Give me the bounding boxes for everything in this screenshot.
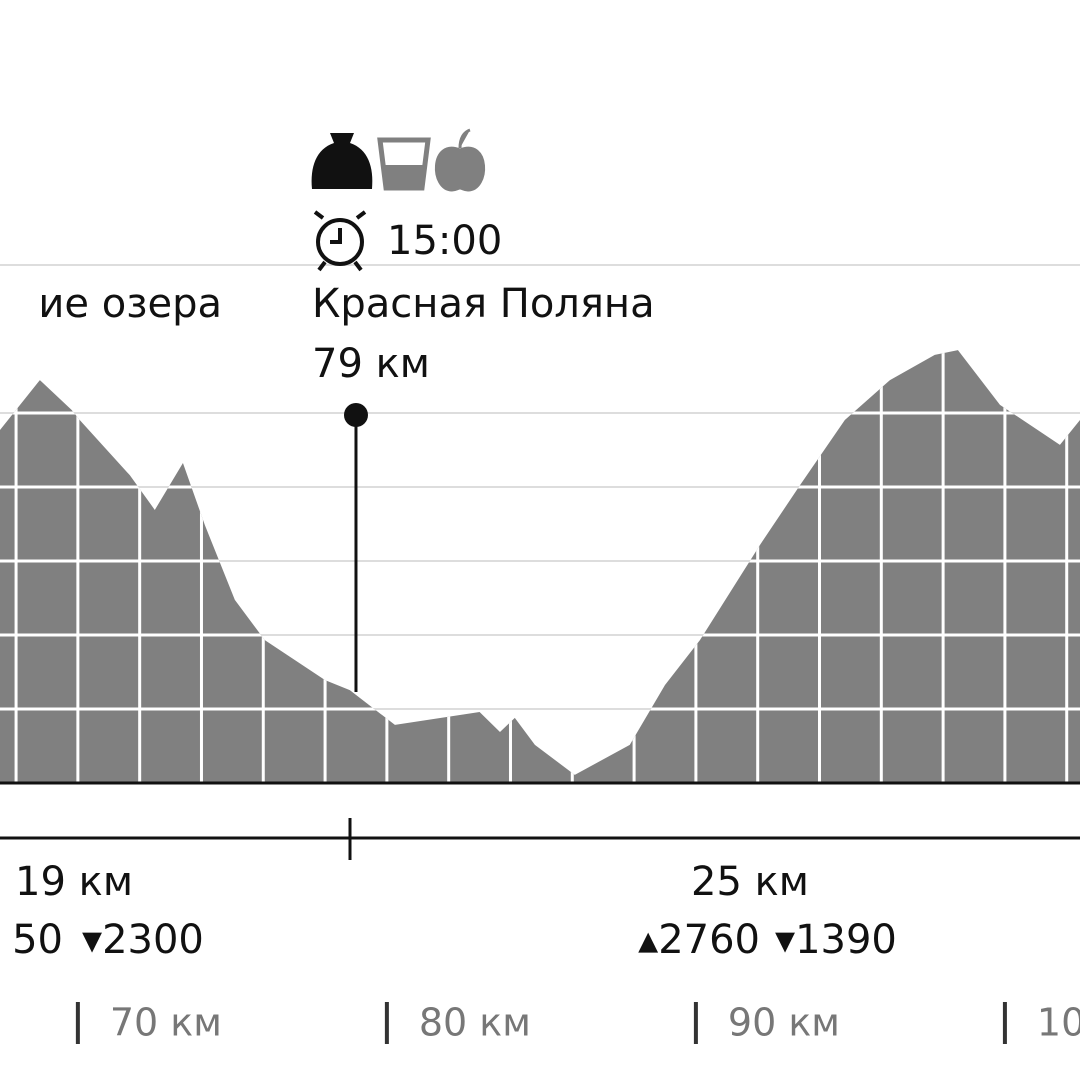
stage-distance: 19 км [15,859,133,905]
icons [311,128,486,272]
checkpoint-name: ие озера [38,281,222,327]
x-tick-label: 70 км [110,1001,222,1045]
cup-fill [384,165,424,188]
checkpoint-distance: 79 км [312,341,430,387]
stage-distance: 25 км [691,859,809,905]
x-tick-label: 100 км [1037,1001,1080,1045]
stage-descent: ▾2300 [82,917,204,963]
x-tick-label: 80 км [419,1001,531,1045]
area-layer [0,350,1080,783]
apple-icon [434,128,486,192]
cup-icon [377,137,431,191]
bag-icon [311,133,373,189]
x-tick-label: 90 км [728,1001,840,1045]
checkpoint-name: Красная Поляна [312,281,655,327]
stage-ascent: ▴2760 [638,917,760,963]
checkpoint-dot [343,403,368,427]
clock-icon [316,218,364,266]
elevation-area [0,350,1080,783]
stage-descent: ▾1390 [775,917,897,963]
stage-ascent: 50 [12,917,63,963]
clock-hands [313,210,367,272]
cutoff-time: 15:00 [387,218,502,264]
